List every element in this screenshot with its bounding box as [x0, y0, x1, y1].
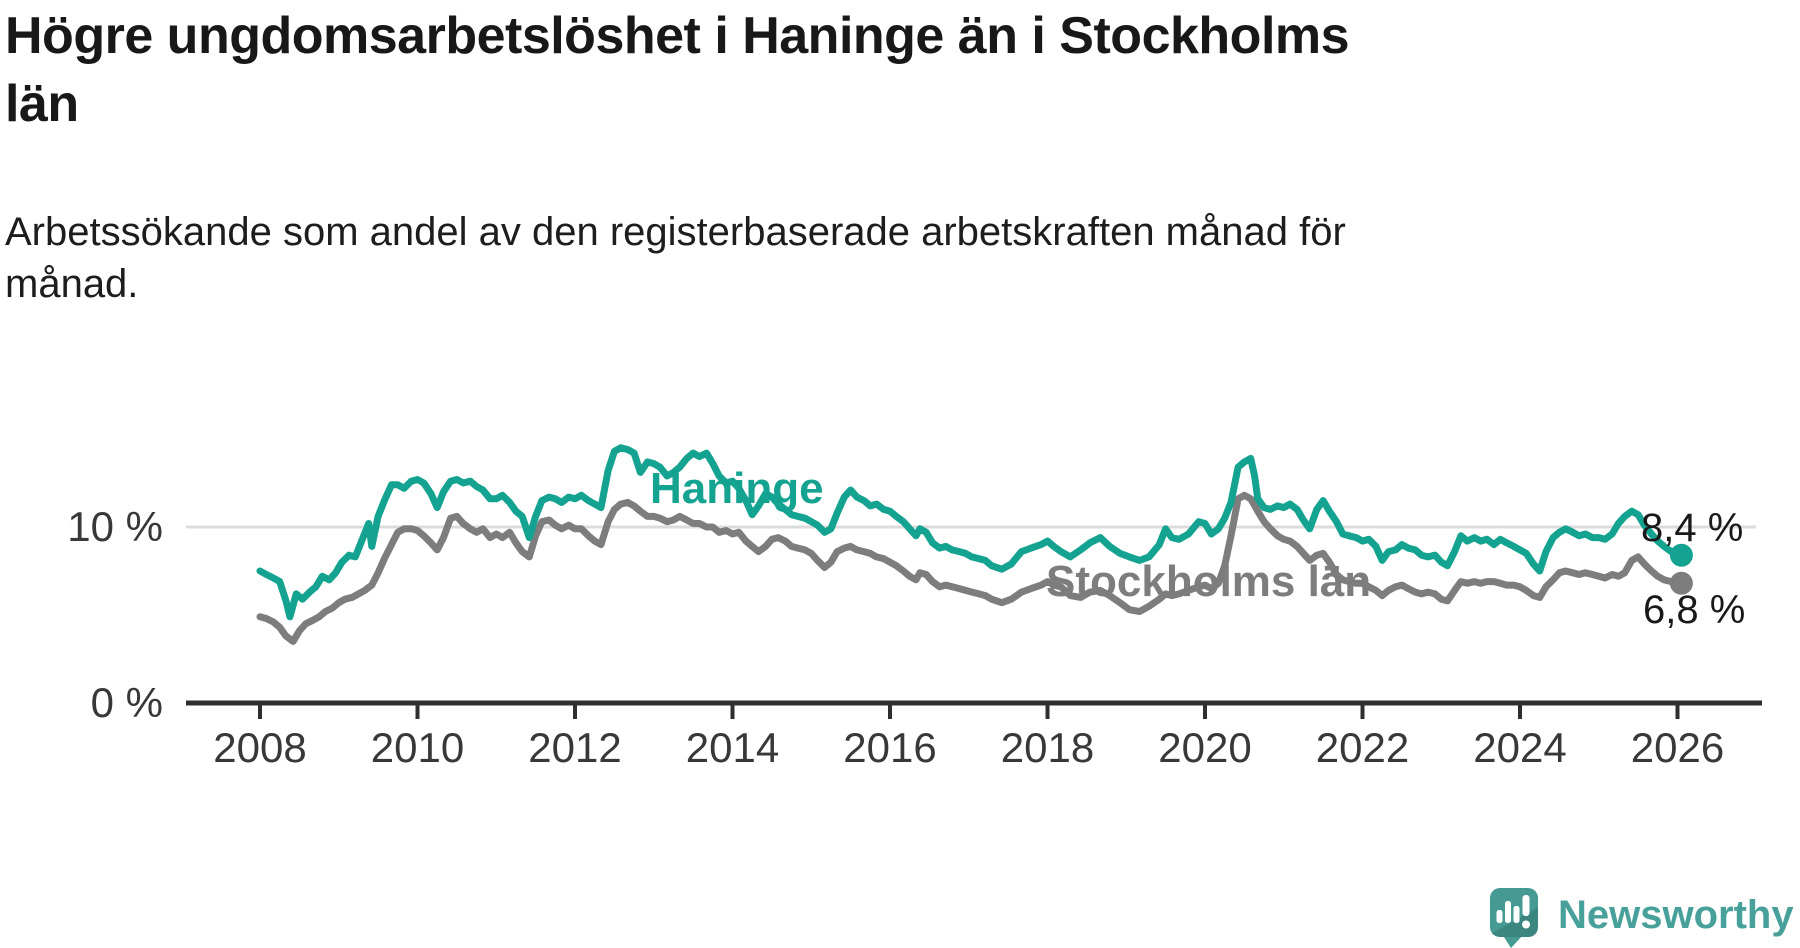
x-tick-label-2016: 2016 [843, 724, 936, 771]
x-tick-label-2008: 2008 [213, 724, 306, 771]
x-tick-label-2012: 2012 [528, 724, 621, 771]
newsworthy-logo-text: Newsworthy [1558, 893, 1794, 937]
page-title-line-1: Högre ungdomsarbetslöshet i Haninge än i… [5, 7, 1350, 65]
y-axis-label-0: 0 % [91, 679, 163, 726]
end-value-label-haninge: 8,4 % [1641, 506, 1743, 550]
page-title-line-2: län [5, 75, 79, 133]
series-line-haninge [256, 444, 1685, 621]
chart-subtitle: Arbetssökande som andel av den registerb… [5, 206, 1725, 310]
series-end-dot-haninge [1669, 543, 1693, 567]
x-tick-label-2022: 2022 [1316, 724, 1409, 771]
series-layer [256, 444, 1693, 645]
series-line-stockholms-l-n [256, 491, 1685, 645]
x-tick-label-2020: 2020 [1158, 724, 1251, 771]
end-value-label-stockholms-lan: 6,8 % [1643, 588, 1745, 632]
x-tick-label-2014: 2014 [686, 724, 779, 771]
x-tick-label-2010: 2010 [371, 724, 464, 771]
x-tick-label-2024: 2024 [1473, 724, 1566, 771]
y-axis-label-10: 10 % [67, 503, 163, 550]
page-title: Högre ungdomsarbetslöshet i Haninge än i… [5, 2, 1725, 138]
series-end-dot-stockholms-l-n [1669, 571, 1693, 595]
chart-subtitle-line-1: Arbetssökande som andel av den registerb… [5, 210, 1346, 254]
series-label-stockholms-lan: Stockholms län [1046, 557, 1371, 606]
series-label-haninge: Haninge [650, 464, 824, 513]
x-tick-label-2018: 2018 [1001, 724, 1094, 771]
newsworthy-speech-bubble-bar-chart-icon [1490, 888, 1538, 948]
newsworthy-logo: Newsworthy [1490, 888, 1794, 948]
x-axis-layer: 2008 2010 2012 2014 2016 2018 2020 2022 2024 2026 [186, 700, 1762, 771]
chart-subtitle-line-2: månad. [5, 262, 139, 306]
x-tick-label-2026: 2026 [1631, 724, 1724, 771]
